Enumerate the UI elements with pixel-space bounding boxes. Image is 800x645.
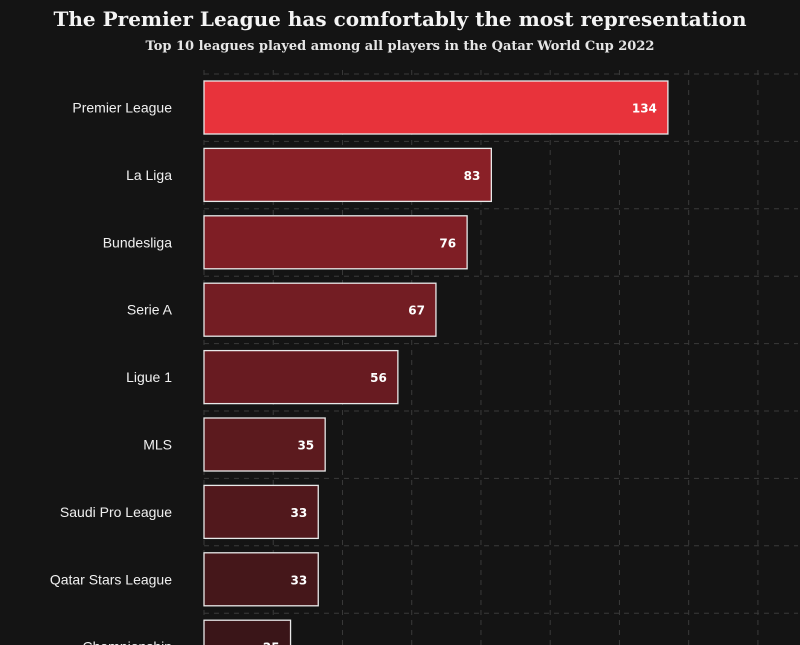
labels: Premier League 134 La Liga 83 Bundesliga 76 Se… <box>50 100 657 645</box>
value-label: 76 <box>439 236 456 250</box>
bar <box>203 484 319 540</box>
bar <box>203 215 468 270</box>
bar <box>203 282 437 337</box>
bar <box>203 349 399 405</box>
value-label: 83 <box>464 169 481 183</box>
bars <box>203 80 669 645</box>
category-label: Saudi Pro League <box>60 504 172 520</box>
bar <box>203 619 292 645</box>
value-label: 33 <box>291 506 308 520</box>
value-label: 25 <box>263 641 280 645</box>
value-label: 35 <box>297 439 314 453</box>
bar <box>203 80 669 135</box>
bar <box>203 417 326 472</box>
category-label: Premier League <box>72 100 172 116</box>
category-label: Qatar Stars League <box>50 571 172 587</box>
chart-subtitle: Top 10 leagues played among all players … <box>145 39 655 54</box>
category-label: Championship <box>83 639 173 645</box>
category-label: La Liga <box>126 167 172 183</box>
value-label: 33 <box>291 573 308 587</box>
grid-lines <box>203 70 798 645</box>
value-label: 67 <box>408 304 425 318</box>
category-label: MLS <box>143 437 172 453</box>
category-label: Bundesliga <box>103 234 172 250</box>
value-label: 56 <box>370 371 387 385</box>
bar <box>203 147 492 203</box>
value-label: 134 <box>632 102 657 116</box>
category-label: Serie A <box>127 302 173 318</box>
chart-title: The Premier League has comfortably the m… <box>53 7 747 31</box>
bar <box>203 552 319 607</box>
category-label: Ligue 1 <box>126 369 172 385</box>
